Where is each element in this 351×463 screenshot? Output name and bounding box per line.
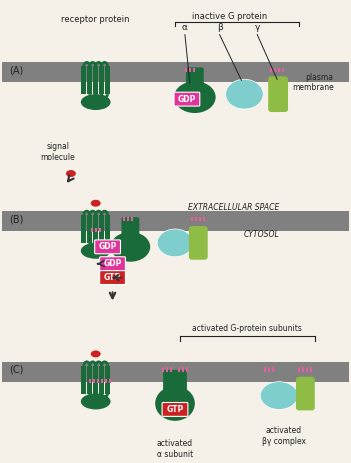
Bar xyxy=(1,211,350,231)
Bar xyxy=(105,215,110,243)
Text: GTP: GTP xyxy=(166,405,184,414)
Text: activated
βγ complex: activated βγ complex xyxy=(262,426,306,446)
Ellipse shape xyxy=(91,200,101,206)
Text: inactive G protein: inactive G protein xyxy=(192,12,267,21)
FancyBboxPatch shape xyxy=(163,370,187,392)
FancyBboxPatch shape xyxy=(174,92,200,106)
Text: receptor protein: receptor protein xyxy=(61,15,130,24)
Text: α: α xyxy=(182,23,188,32)
Ellipse shape xyxy=(81,94,111,110)
FancyBboxPatch shape xyxy=(186,68,204,87)
Ellipse shape xyxy=(155,386,195,421)
Bar xyxy=(1,63,350,82)
Text: CYTOSOL: CYTOSOL xyxy=(243,231,279,239)
FancyBboxPatch shape xyxy=(121,217,139,237)
Text: plasma
membrane: plasma membrane xyxy=(292,73,333,92)
Ellipse shape xyxy=(111,232,150,262)
Text: activated G-protein subunits: activated G-protein subunits xyxy=(192,324,302,333)
Bar xyxy=(81,66,86,94)
FancyBboxPatch shape xyxy=(268,76,288,112)
Text: GDP: GDP xyxy=(103,259,122,268)
FancyBboxPatch shape xyxy=(95,240,120,254)
Ellipse shape xyxy=(174,81,216,113)
Text: (C): (C) xyxy=(9,365,24,375)
Bar xyxy=(93,66,98,94)
Ellipse shape xyxy=(66,170,76,177)
Bar xyxy=(87,366,92,394)
Bar xyxy=(99,215,104,243)
FancyBboxPatch shape xyxy=(100,257,125,271)
Bar xyxy=(87,66,92,94)
Bar xyxy=(81,215,86,243)
Text: GDP: GDP xyxy=(178,94,196,104)
FancyBboxPatch shape xyxy=(162,402,188,416)
FancyBboxPatch shape xyxy=(100,271,125,285)
Bar xyxy=(93,215,98,243)
Text: activated
α subunit: activated α subunit xyxy=(157,439,193,458)
Text: γ: γ xyxy=(254,23,260,32)
Text: β: β xyxy=(217,23,223,32)
FancyBboxPatch shape xyxy=(189,226,208,260)
Text: GDP: GDP xyxy=(98,242,117,251)
Bar xyxy=(99,66,104,94)
Text: EXTRACELLULAR SPACE: EXTRACELLULAR SPACE xyxy=(188,203,279,212)
Text: GTP: GTP xyxy=(104,273,121,282)
Bar xyxy=(93,366,98,394)
Text: signal
molecule: signal molecule xyxy=(41,142,75,162)
Bar xyxy=(1,362,350,382)
Bar xyxy=(87,215,92,243)
Bar xyxy=(105,366,110,394)
Ellipse shape xyxy=(81,243,111,259)
Ellipse shape xyxy=(157,229,193,257)
Text: (B): (B) xyxy=(9,214,24,224)
Ellipse shape xyxy=(226,79,263,109)
Ellipse shape xyxy=(91,350,101,357)
Ellipse shape xyxy=(260,382,298,409)
Text: (A): (A) xyxy=(9,65,24,75)
Bar xyxy=(105,66,110,94)
Ellipse shape xyxy=(81,394,111,409)
FancyBboxPatch shape xyxy=(296,377,315,410)
Bar xyxy=(99,366,104,394)
Bar xyxy=(81,366,86,394)
